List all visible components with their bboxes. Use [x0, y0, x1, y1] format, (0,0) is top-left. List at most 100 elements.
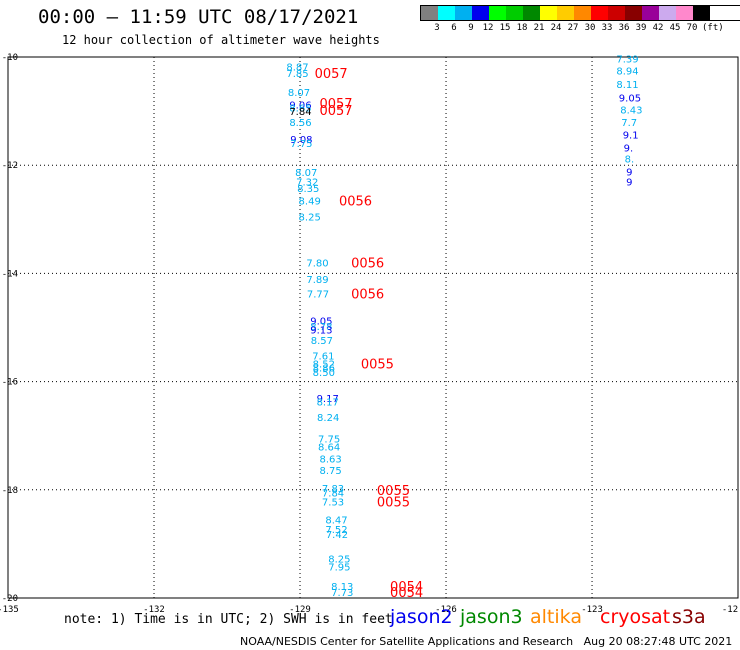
legend-tick-label: 42 — [652, 23, 664, 33]
swh-point: 8.47 — [325, 516, 347, 527]
swh-point: 8.63 — [319, 454, 341, 465]
legend-swatch — [506, 6, 523, 20]
swh-point: 8.86 — [313, 364, 335, 375]
legend-tick-label: 18 — [516, 23, 528, 33]
time-label: 0057 — [319, 97, 352, 112]
swh-point: 8.78 — [310, 322, 332, 333]
legend-swatch — [642, 6, 659, 20]
swh-point: 7.80 — [306, 259, 328, 270]
time-label: 0057 — [319, 104, 352, 119]
swh-point: 8.57 — [311, 336, 333, 347]
swh-point: 7.89 — [306, 275, 328, 286]
swh-point: 7.84 — [322, 489, 344, 500]
legend-swatch — [591, 6, 608, 20]
swh-point: 8.35 — [297, 184, 319, 195]
swh-point: 8.64 — [318, 443, 340, 454]
swh-point: 7.53 — [322, 498, 344, 509]
swh-point: 8. — [625, 155, 635, 166]
legend-tick-label: 70 — [686, 23, 698, 33]
color-legend: (ft) 3 6 9 12 15 18 21 24 27 30 33 36 39 42 45 70 — [420, 5, 740, 35]
swh-point: 8.87 — [286, 63, 308, 74]
x-tick-label: -132 — [143, 605, 165, 615]
legend-color-scale — [420, 5, 740, 21]
swh-point: 7.61 — [312, 352, 334, 363]
legend-tick-label: 6 — [451, 23, 457, 33]
legend-tick-label: 9 — [468, 23, 474, 33]
swh-point: 8.65 — [289, 103, 311, 114]
swh-point: 9.06 — [289, 101, 311, 112]
legend-tick-label: 36 — [618, 23, 630, 33]
legend-tick-label: 3 — [434, 23, 440, 33]
time-label: 0056 — [351, 257, 384, 272]
y-tick-label: -20 — [2, 594, 18, 604]
swh-point: 9.17 — [317, 394, 339, 405]
satellite-s3a: s3a — [672, 606, 706, 628]
y-tick-label: -12 — [2, 161, 18, 171]
x-tick-label: -123 — [581, 605, 603, 615]
swh-point: 7.83 — [322, 484, 344, 495]
footer-credit: NOAA/NESDIS Center for Satellite Applica… — [240, 635, 732, 648]
satellite-cryosat: cryosat — [600, 606, 671, 628]
swh-point: 8.07 — [288, 88, 310, 99]
chart-subtitle: 12 hour collection of altimeter wave hei… — [62, 33, 380, 47]
swh-point: 7.84 — [289, 107, 311, 118]
legend-swatch — [421, 6, 438, 20]
swh-point: 7.7 — [621, 118, 637, 129]
legend-tick-label: 27 — [567, 23, 579, 33]
swh-point: 7.75 — [290, 139, 312, 150]
time-label: 0057 — [315, 67, 348, 82]
legend-swatch — [455, 6, 472, 20]
swh-point: 9 — [626, 168, 632, 179]
legend-swatch — [557, 6, 574, 20]
y-tick-label: -16 — [2, 378, 18, 388]
time-label: 0055 — [361, 358, 394, 373]
y-tick-label: -14 — [2, 269, 18, 279]
swh-point: 7.73 — [331, 588, 353, 599]
legend-tick-label: 21 — [533, 23, 545, 33]
swh-point: 8.07 — [295, 168, 317, 179]
legend-tick-label: 24 — [550, 23, 562, 33]
x-tick-label: -129 — [289, 605, 311, 615]
swh-point: 7.52 — [325, 525, 347, 536]
swh-point: 7.75 — [318, 434, 340, 445]
swh-point: 8.75 — [319, 466, 341, 477]
x-tick-label: -12 — [722, 605, 738, 615]
legend-swatch — [472, 6, 489, 20]
swh-point: 8.50 — [313, 368, 335, 379]
legend-tick-label: 30 — [584, 23, 596, 33]
time-label: 0055 — [377, 484, 410, 499]
swh-point: 8.43 — [620, 105, 642, 116]
swh-point: 9.05 — [310, 316, 332, 327]
swh-point: 8.24 — [317, 413, 339, 424]
swh-point: 8.11 — [616, 80, 638, 91]
swh-point: 8.25 — [328, 555, 350, 566]
satellite-jason2: jason2 — [390, 606, 453, 628]
time-label: 0055 — [377, 496, 410, 511]
legend-swatch — [540, 6, 557, 20]
swh-point: 8.94 — [616, 67, 638, 78]
legend-swatch — [523, 6, 540, 20]
legend-tick-label: 12 — [482, 23, 494, 33]
legend-swatch — [608, 6, 625, 20]
time-label: 0054 — [390, 586, 423, 601]
swh-point: 9. — [624, 143, 634, 154]
y-tick-label: -10 — [2, 53, 18, 63]
time-label: 0054 — [390, 580, 423, 595]
swh-point: 9.05 — [619, 94, 641, 105]
legend-tick-label: 15 — [499, 23, 511, 33]
credit-timestamp: Aug 20 08:27:48 UTC 2021 — [583, 635, 733, 648]
plot-frame — [7, 56, 739, 599]
legend-swatch — [489, 6, 506, 20]
x-tick-label: -126 — [435, 605, 457, 615]
legend-tick-label: 45 — [669, 23, 681, 33]
swh-point: 9 — [626, 177, 632, 188]
swh-point: 8.17 — [317, 398, 339, 409]
swh-point: 7.42 — [326, 530, 348, 541]
swh-point: 7.32 — [296, 177, 318, 188]
y-tick-label: -18 — [2, 486, 18, 496]
legend-swatch — [659, 6, 676, 20]
swh-point: 9.08 — [290, 135, 312, 146]
swh-point: 7.77 — [307, 289, 329, 300]
legend-tick-label: 39 — [635, 23, 647, 33]
